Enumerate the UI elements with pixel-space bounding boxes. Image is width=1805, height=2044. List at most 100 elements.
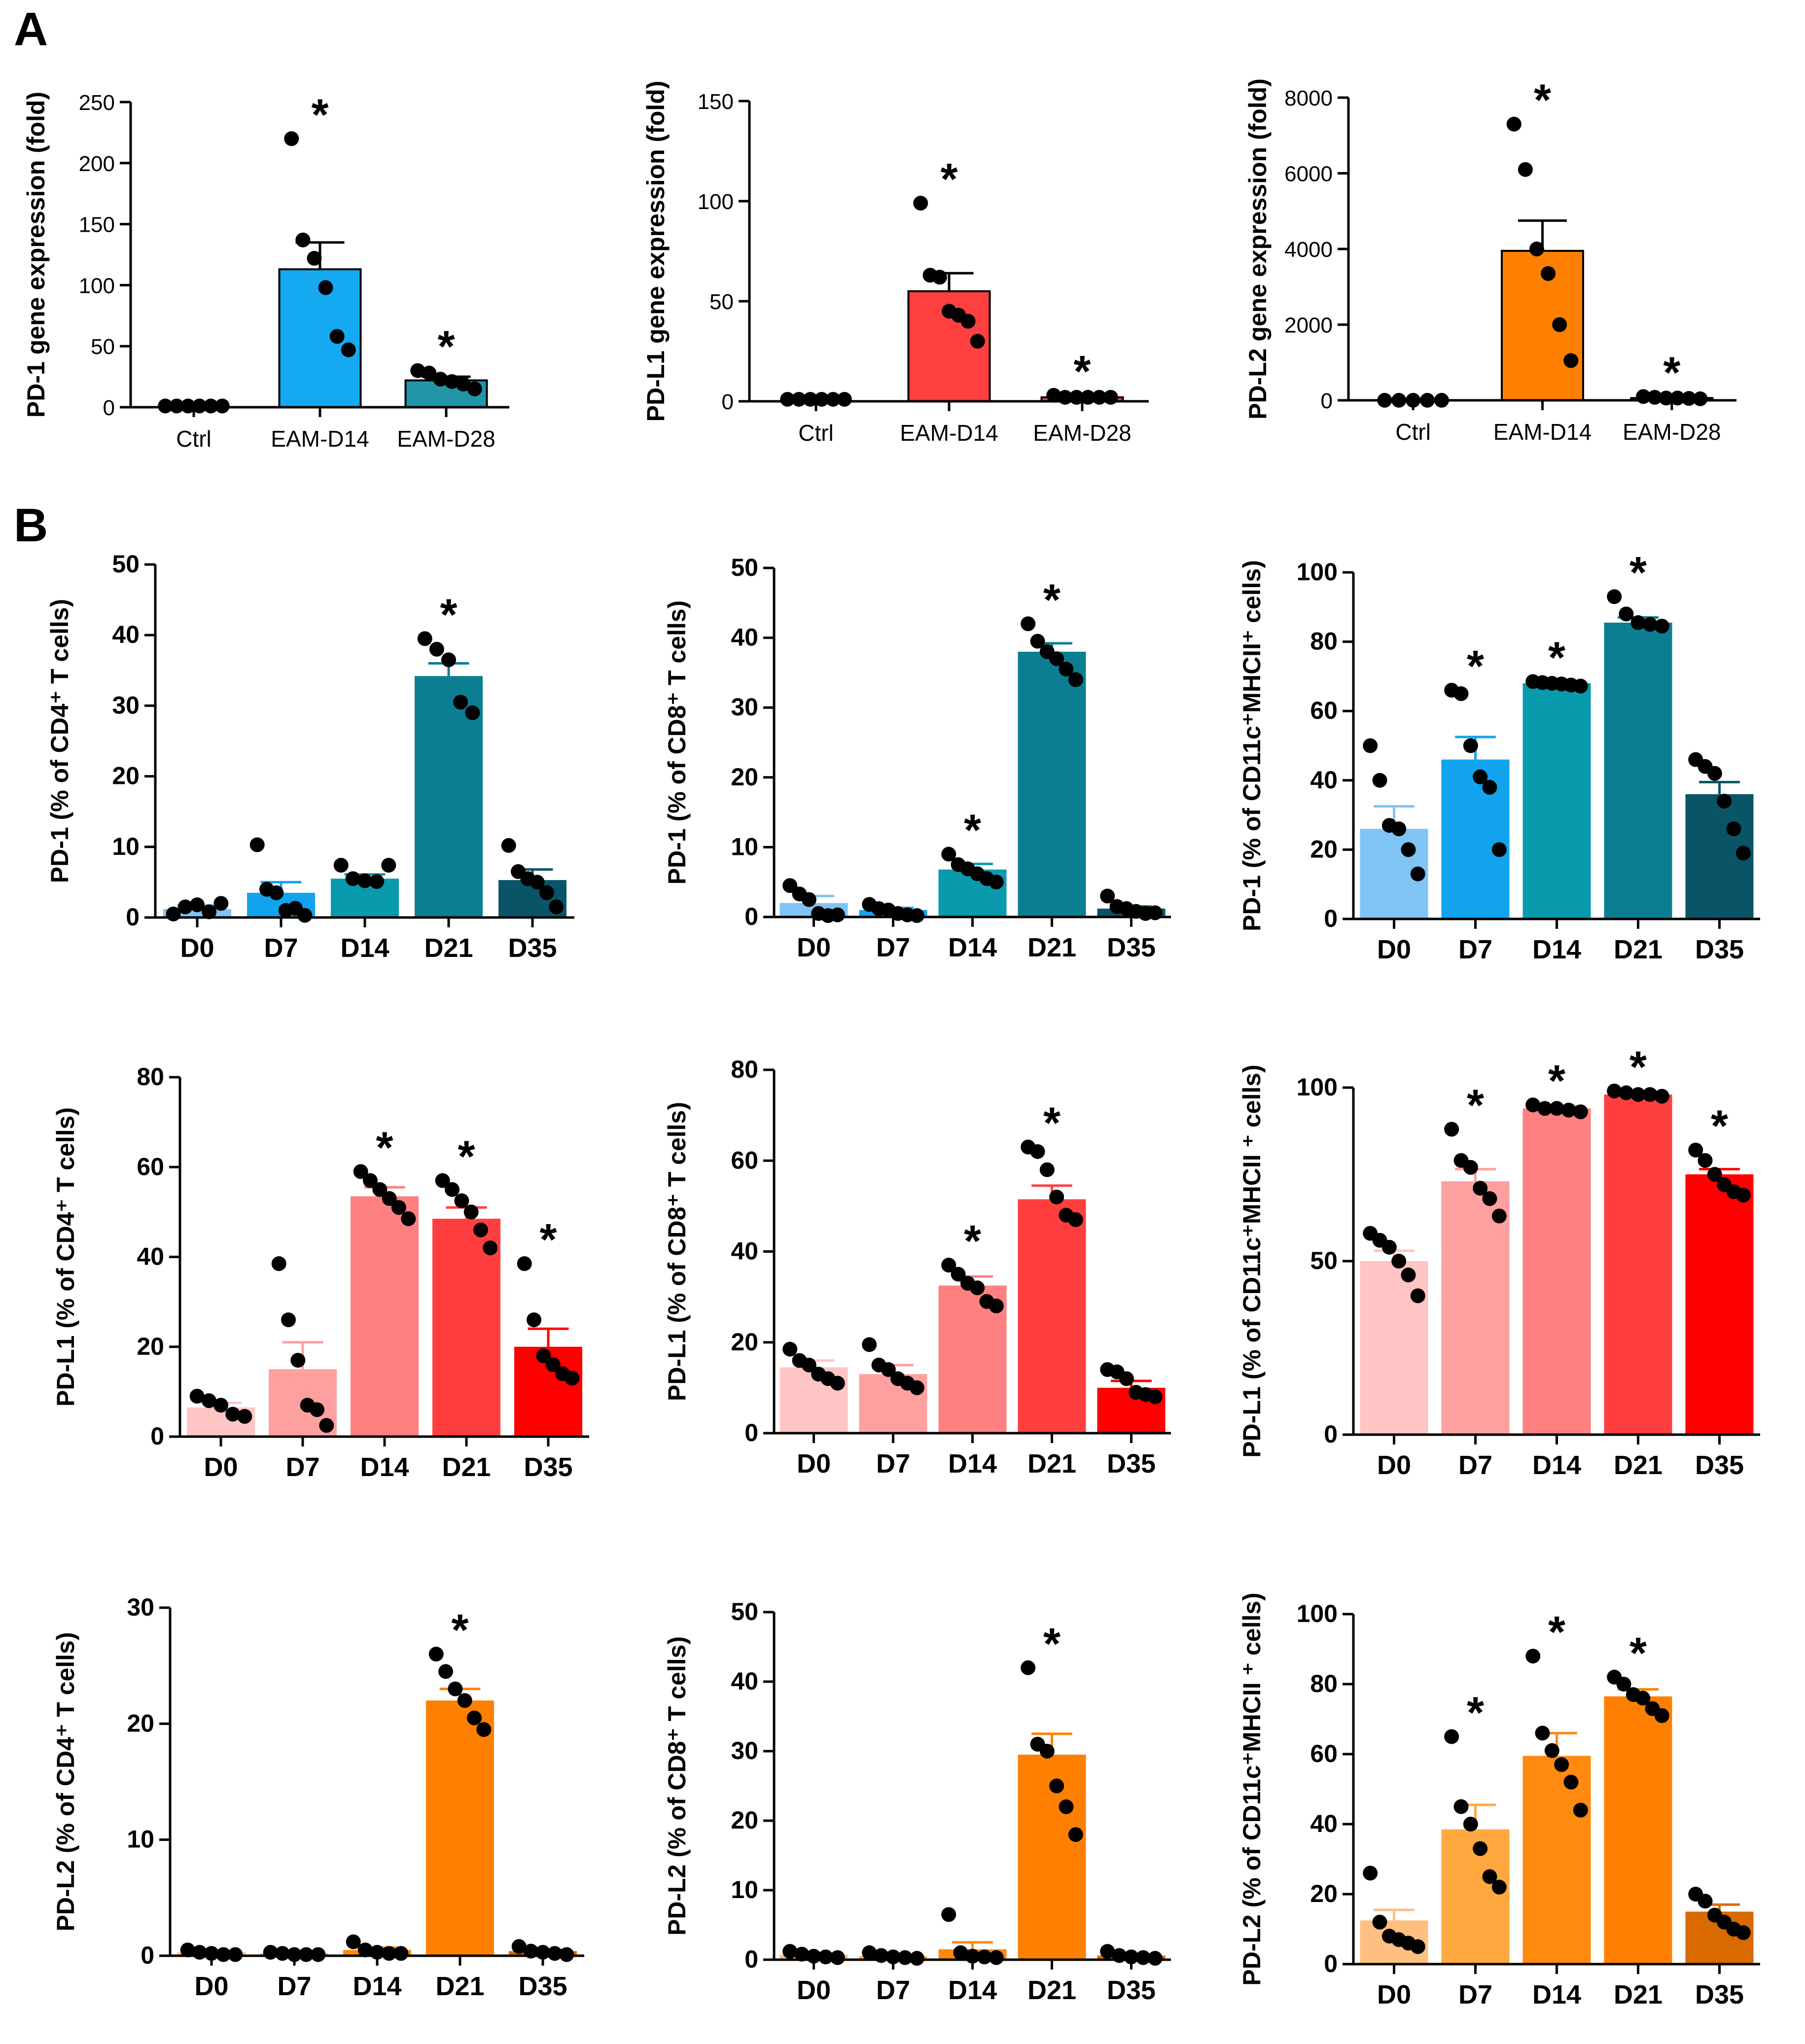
x-tick-label: D21: [1614, 1450, 1663, 1480]
data-point: [1726, 821, 1741, 837]
data-point: [1525, 1649, 1541, 1664]
x-tick-label: D14: [360, 1452, 409, 1482]
y-tick-label: 20: [1310, 1880, 1338, 1907]
y-tick-label: 20: [137, 1333, 164, 1360]
y-tick-label: 250: [79, 91, 115, 115]
data-point: [1473, 1181, 1488, 1196]
y-tick-label: 30: [127, 1593, 154, 1621]
data-point: [363, 1173, 378, 1188]
y-tick-label: 40: [112, 621, 140, 648]
y-tick-label: 80: [1310, 1670, 1338, 1697]
data-point: [830, 907, 845, 922]
data-point: [1561, 1102, 1576, 1118]
data-point: [536, 1348, 551, 1363]
data-point: [1363, 1866, 1378, 1881]
chart-3: PD-L2 gene expression (fold) * * 0 2000 4000 6…: [1244, 76, 1736, 445]
data-point: [825, 391, 841, 407]
y-tick-label: 60: [1310, 697, 1338, 724]
data-point: [1100, 1944, 1115, 1959]
x-tick-label: D0: [204, 1452, 238, 1482]
data-point: [791, 391, 807, 407]
data-point: [909, 1951, 924, 1966]
data-point: [527, 1312, 542, 1328]
data-point: [951, 1267, 966, 1282]
data-point: [476, 1722, 492, 1737]
data-point: [1363, 738, 1378, 753]
data-point: [1473, 1841, 1488, 1856]
bar: [1441, 1181, 1510, 1435]
significance-star: *: [311, 90, 328, 140]
data-point: [319, 1418, 334, 1433]
x-tick-label: D0: [797, 933, 831, 962]
y-tick-label: 50: [112, 550, 140, 578]
y-tick-label: 50: [1310, 1247, 1338, 1274]
data-point: [290, 1353, 306, 1368]
y-tick-label: 30: [731, 693, 758, 721]
bar: [1018, 651, 1086, 917]
y-tick-label: 20: [1310, 835, 1338, 863]
data-point: [307, 250, 322, 266]
y-tick-label: 10: [731, 833, 758, 860]
data-point: [970, 1280, 985, 1296]
data-point: [1049, 1778, 1064, 1794]
significance-star: *: [437, 322, 455, 372]
data-point: [1410, 1939, 1425, 1954]
chart-6: PD-1 (% of CD11c⁺MHCII⁺ cells) * * * 0 20 40 60…: [1238, 548, 1760, 964]
data-point: [204, 1946, 219, 1961]
data-point: [473, 1222, 488, 1237]
significance-star: *: [1629, 1043, 1647, 1092]
y-tick-label: 100: [1297, 558, 1338, 586]
data-point: [1525, 1097, 1541, 1113]
data-point: [382, 1191, 397, 1206]
y-axis-title: PD-L1 gene expression (fold): [642, 81, 670, 422]
data-point: [932, 270, 947, 285]
data-point: [1717, 793, 1732, 809]
x-tick-label: D0: [797, 1449, 831, 1479]
data-point: [1391, 821, 1407, 837]
x-tick-label: D14: [353, 1972, 401, 2001]
y-tick-label: 150: [698, 90, 734, 114]
data-point: [1410, 1288, 1425, 1304]
bar: [1685, 1174, 1754, 1435]
data-point: [1100, 888, 1115, 904]
x-tick-label: D35: [1107, 1975, 1156, 2005]
y-tick-label: 100: [79, 274, 115, 298]
data-point: [1573, 678, 1588, 694]
data-point: [1039, 1162, 1055, 1177]
data-point: [1541, 266, 1556, 281]
y-tick-label: 20: [731, 763, 758, 791]
data-point: [565, 1371, 580, 1386]
data-point: [1059, 1799, 1074, 1814]
x-tick-label: D14: [948, 1449, 997, 1479]
data-point: [913, 196, 928, 211]
data-point: [1068, 1212, 1083, 1228]
data-point: [457, 1693, 472, 1708]
data-point: [445, 1182, 460, 1197]
data-point: [1670, 390, 1685, 406]
x-tick-label: EAM-D14: [1493, 419, 1592, 445]
x-tick-label: D7: [277, 1972, 311, 2001]
x-tick-label: D7: [876, 1975, 910, 2005]
data-point: [1518, 162, 1533, 177]
data-point: [1391, 1254, 1407, 1269]
data-point: [465, 705, 480, 720]
data-point: [213, 896, 229, 911]
data-point: [1049, 651, 1064, 667]
y-tick-label: 8000: [1284, 86, 1333, 110]
y-tick-label: 30: [731, 1737, 758, 1764]
y-tick-label: 0: [103, 396, 115, 420]
data-point: [970, 334, 985, 349]
data-point: [1059, 662, 1074, 677]
y-tick-label: 50: [731, 554, 758, 581]
data-point: [333, 858, 349, 873]
x-tick-label: D0: [180, 933, 214, 963]
data-point: [803, 391, 818, 407]
data-point: [329, 329, 345, 344]
y-axis-title: PD-L1 (% of CD11c⁺MHCII ⁺ cells): [1238, 1064, 1266, 1457]
data-point: [345, 871, 360, 886]
y-tick-label: 80: [731, 1056, 758, 1083]
data-point: [794, 1946, 810, 1962]
data-point: [1735, 1925, 1751, 1940]
bar: [1018, 1199, 1086, 1433]
data-point: [213, 1398, 228, 1413]
